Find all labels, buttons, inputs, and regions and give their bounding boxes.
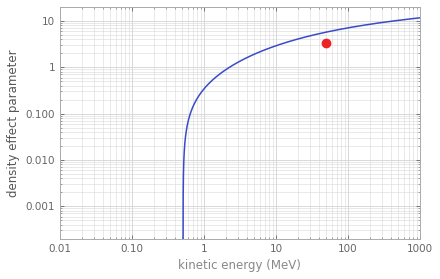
X-axis label: kinetic energy (MeV): kinetic energy (MeV) [179,259,301,272]
Y-axis label: density effect parameter: density effect parameter [7,49,20,197]
